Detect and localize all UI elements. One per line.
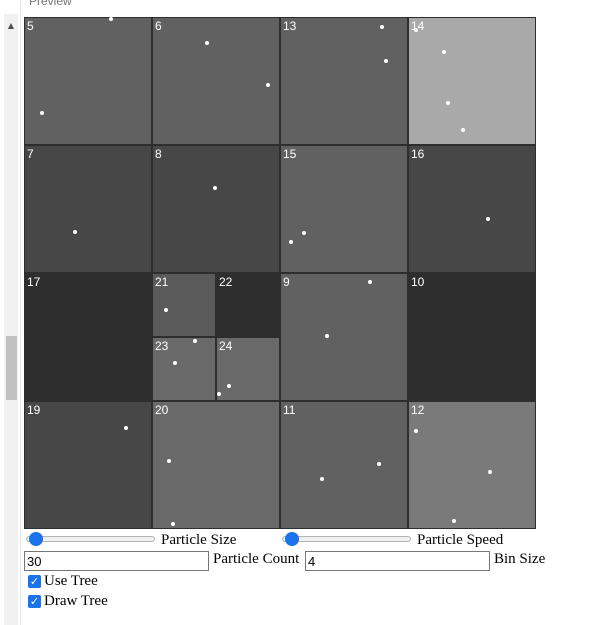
slider-track — [282, 536, 411, 542]
slider-track — [26, 536, 155, 542]
cell-number: 24 — [219, 339, 233, 353]
particle — [452, 519, 456, 523]
cell-number: 8 — [155, 147, 162, 161]
use-tree-label: Use Tree — [44, 573, 98, 589]
cell-number: 6 — [155, 19, 162, 33]
cell-number: 10 — [411, 275, 425, 289]
quadtree-grid: 5 6 13 14 7 8 15 16 17 21 — [24, 17, 536, 529]
particle — [384, 59, 388, 63]
cell-number: 22 — [219, 275, 233, 289]
particle — [486, 217, 490, 221]
particle — [217, 392, 221, 396]
grid-cell: 24 — [216, 337, 280, 401]
particle — [227, 384, 231, 388]
particle — [461, 128, 465, 132]
page-scrollbar[interactable]: ▲ — [4, 14, 18, 625]
grid-cell: 5 — [24, 17, 152, 145]
particle — [167, 459, 171, 463]
particle-speed-slider[interactable] — [282, 531, 411, 547]
grid-cell: 11 — [280, 401, 408, 529]
grid-cell: 6 — [152, 17, 280, 145]
scroll-up-icon[interactable]: ▲ — [7, 20, 15, 30]
grid-cell: 21 — [152, 273, 216, 337]
particle — [173, 361, 177, 365]
slider-thumb[interactable] — [29, 532, 43, 546]
particle — [40, 111, 44, 115]
cell-number: 16 — [411, 147, 425, 161]
particle — [73, 230, 77, 234]
cell-number: 11 — [283, 403, 296, 417]
particle-speed-label: Particle Speed — [417, 532, 504, 548]
particle — [124, 426, 128, 430]
particle — [414, 28, 418, 32]
particle — [488, 470, 492, 474]
particle — [266, 83, 270, 87]
grid-cell: 9 — [280, 273, 408, 401]
grid-cell: 7 — [24, 145, 152, 273]
particle — [377, 462, 381, 466]
particle-count-input[interactable] — [24, 551, 209, 571]
cell-number: 17 — [27, 275, 41, 289]
particle — [109, 17, 113, 21]
bin-size-label: Bin Size — [494, 551, 546, 567]
cell-number: 14 — [411, 19, 425, 33]
cell-number: 19 — [27, 403, 41, 417]
scrollbar-thumb[interactable] — [6, 336, 17, 400]
particle — [164, 308, 168, 312]
grid-cell: 12 — [408, 401, 536, 529]
preview-label: Preview — [29, 0, 72, 8]
cell-number: 15 — [283, 147, 297, 161]
particle — [171, 522, 175, 526]
bin-size-input[interactable] — [305, 551, 490, 571]
particle — [320, 477, 324, 481]
cell-number: 23 — [155, 339, 169, 353]
grid-cell: 13 — [280, 17, 408, 145]
use-tree-checkbox[interactable]: ✓ — [28, 575, 41, 588]
particle — [325, 334, 329, 338]
cell-number: 7 — [27, 147, 34, 161]
cell-number: 12 — [411, 403, 425, 417]
particle — [414, 429, 418, 433]
cell-number: 20 — [155, 403, 169, 417]
particle — [368, 280, 372, 284]
particle — [213, 186, 217, 190]
grid-cell: 16 — [408, 145, 536, 273]
particle — [205, 41, 209, 45]
particle — [380, 25, 384, 29]
draw-tree-checkbox[interactable]: ✓ — [28, 595, 41, 608]
cell-number: 9 — [283, 275, 290, 289]
grid-cell: 20 — [152, 401, 280, 529]
particle — [193, 339, 197, 343]
cell-number: 13 — [283, 19, 297, 33]
grid-cell: 22 — [216, 273, 280, 337]
particle-size-slider[interactable] — [26, 531, 155, 547]
draw-tree-label: Draw Tree — [44, 593, 108, 609]
grid-cell: 23 — [152, 337, 216, 401]
slider-thumb[interactable] — [285, 532, 299, 546]
divider — [20, 0, 21, 625]
grid-cell: 14 — [408, 17, 536, 145]
particle-size-label: Particle Size — [161, 532, 237, 548]
cell-number: 5 — [27, 19, 34, 33]
grid-cell: 10 — [408, 273, 536, 401]
particle — [289, 240, 293, 244]
particle — [446, 101, 450, 105]
grid-cell: 17 — [24, 273, 152, 401]
particle — [442, 50, 446, 54]
grid-cell: 15 — [280, 145, 408, 273]
grid-cell: 19 — [24, 401, 152, 529]
cell-number: 21 — [155, 275, 169, 289]
particle — [302, 231, 306, 235]
particle-count-label: Particle Count — [213, 551, 300, 567]
grid-cell: 8 — [152, 145, 280, 273]
